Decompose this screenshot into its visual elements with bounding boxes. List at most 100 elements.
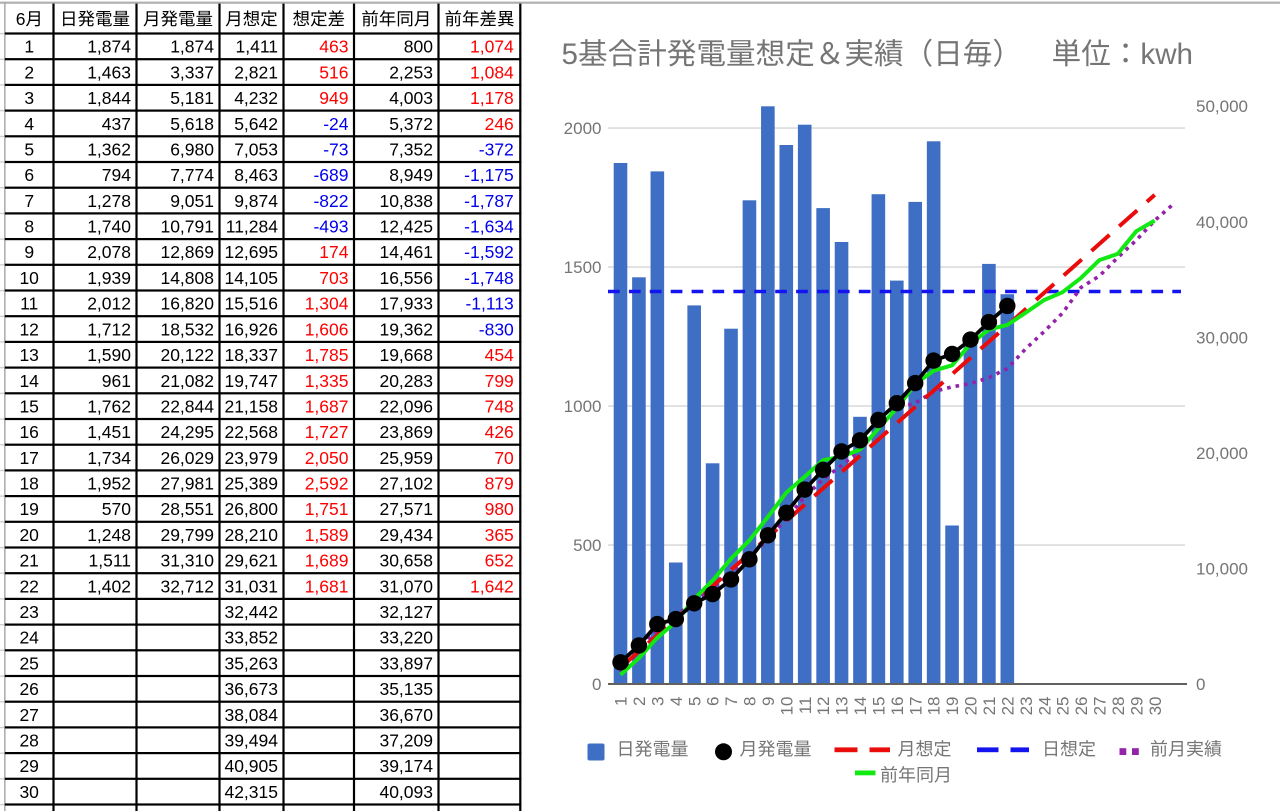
svg-text:2: 2 (630, 697, 649, 706)
svg-text:18: 18 (19, 474, 38, 494)
svg-text:1,511: 1,511 (89, 551, 132, 571)
svg-text:8: 8 (24, 217, 34, 237)
svg-text:29,434: 29,434 (379, 525, 433, 545)
svg-text:28: 28 (19, 731, 38, 751)
svg-text:12: 12 (814, 697, 833, 716)
svg-text:18: 18 (925, 697, 944, 716)
svg-text:454: 454 (485, 345, 514, 365)
svg-text:1,590: 1,590 (87, 345, 131, 365)
svg-text:25,959: 25,959 (379, 448, 433, 468)
svg-text:4,232: 4,232 (234, 88, 278, 108)
svg-text:-830: -830 (479, 319, 514, 339)
svg-text:5,642: 5,642 (234, 114, 278, 134)
svg-text:18,532: 18,532 (160, 319, 214, 339)
svg-text:1,606: 1,606 (305, 319, 349, 339)
svg-text:10,838: 10,838 (379, 191, 433, 211)
svg-text:1,335: 1,335 (305, 371, 349, 391)
svg-text:19,362: 19,362 (379, 319, 433, 339)
svg-text:24: 24 (1035, 697, 1054, 716)
svg-text:-73: -73 (323, 140, 348, 160)
svg-text:50,000: 50,000 (1196, 97, 1248, 116)
svg-text:37,209: 37,209 (379, 731, 433, 751)
svg-text:14: 14 (19, 371, 39, 391)
svg-text:794: 794 (102, 165, 131, 185)
svg-text:-689: -689 (313, 165, 348, 185)
svg-text:20: 20 (19, 525, 39, 545)
svg-text:26,800: 26,800 (224, 499, 278, 519)
svg-text:-1,175: -1,175 (464, 165, 514, 185)
svg-text:2,592: 2,592 (305, 474, 349, 494)
svg-text:5,181: 5,181 (170, 88, 214, 108)
svg-text:19,747: 19,747 (224, 371, 278, 391)
svg-text:8,463: 8,463 (234, 165, 278, 185)
svg-text:1,402: 1,402 (87, 576, 131, 596)
svg-text:1,084: 1,084 (470, 62, 514, 82)
svg-text:25,389: 25,389 (224, 474, 278, 494)
svg-text:31,310: 31,310 (160, 551, 214, 571)
svg-text:174: 174 (319, 242, 348, 262)
svg-text:6: 6 (24, 165, 34, 185)
svg-text:32,442: 32,442 (224, 602, 278, 622)
svg-text:-1,113: -1,113 (465, 294, 513, 314)
svg-text:1000: 1000 (564, 397, 602, 416)
svg-text:22: 22 (19, 576, 38, 596)
svg-text:36,670: 36,670 (379, 705, 433, 725)
svg-text:2,012: 2,012 (87, 294, 131, 314)
svg-text:33,220: 33,220 (379, 628, 433, 648)
svg-text:38,084: 38,084 (224, 705, 278, 725)
svg-text:30,000: 30,000 (1196, 328, 1248, 347)
svg-text:652: 652 (485, 551, 514, 571)
svg-text:-24: -24 (323, 114, 349, 134)
svg-text:29,621: 29,621 (224, 551, 278, 571)
svg-text:5: 5 (685, 697, 704, 706)
svg-text:7: 7 (24, 191, 34, 211)
svg-text:33,897: 33,897 (379, 653, 433, 673)
svg-text:39,174: 39,174 (379, 756, 433, 776)
svg-text:31,070: 31,070 (379, 576, 433, 596)
svg-text:6: 6 (704, 697, 723, 706)
svg-text:1: 1 (612, 697, 631, 706)
svg-text:10: 10 (777, 697, 796, 716)
svg-text:8: 8 (741, 697, 760, 706)
svg-text:16,926: 16,926 (224, 319, 278, 339)
svg-text:25: 25 (1054, 697, 1073, 716)
svg-text:1,248: 1,248 (87, 525, 131, 545)
svg-text:748: 748 (485, 396, 514, 416)
svg-text:28: 28 (1109, 697, 1128, 716)
svg-text:703: 703 (319, 268, 348, 288)
svg-text:12,869: 12,869 (160, 242, 214, 262)
svg-text:1,734: 1,734 (87, 448, 131, 468)
svg-text:70: 70 (494, 448, 514, 468)
svg-text:1,074: 1,074 (470, 37, 514, 57)
svg-text:35,263: 35,263 (224, 653, 278, 673)
svg-text:27,571: 27,571 (379, 499, 433, 519)
svg-text:22,568: 22,568 (224, 422, 278, 442)
svg-text:21: 21 (19, 551, 38, 571)
svg-text:29,799: 29,799 (160, 525, 214, 545)
svg-text:23: 23 (19, 602, 38, 622)
svg-text:7: 7 (722, 697, 741, 706)
svg-text:31,031: 31,031 (224, 576, 278, 596)
svg-text:3,337: 3,337 (170, 62, 214, 82)
svg-text:10,791: 10,791 (160, 217, 214, 237)
svg-text:3: 3 (24, 88, 34, 108)
svg-text:0: 0 (1196, 675, 1205, 694)
svg-text:570: 570 (102, 499, 131, 519)
svg-text:21,158: 21,158 (224, 396, 278, 416)
svg-text:20,283: 20,283 (379, 371, 433, 391)
svg-text:6,980: 6,980 (170, 140, 214, 160)
svg-text:7,053: 7,053 (234, 140, 278, 160)
svg-text:20,122: 20,122 (160, 345, 214, 365)
svg-text:11: 11 (20, 294, 38, 314)
svg-text:1,762: 1,762 (87, 396, 131, 416)
svg-text:7,774: 7,774 (170, 165, 214, 185)
svg-text:23: 23 (1017, 697, 1036, 716)
svg-text:5: 5 (24, 140, 34, 160)
svg-text:40,905: 40,905 (224, 756, 278, 776)
svg-text:40,000: 40,000 (1196, 213, 1248, 232)
svg-text:799: 799 (485, 371, 514, 391)
svg-text:800: 800 (404, 37, 433, 57)
svg-text:30,658: 30,658 (379, 551, 433, 571)
svg-text:1,939: 1,939 (87, 268, 131, 288)
svg-text:1,278: 1,278 (87, 191, 131, 211)
